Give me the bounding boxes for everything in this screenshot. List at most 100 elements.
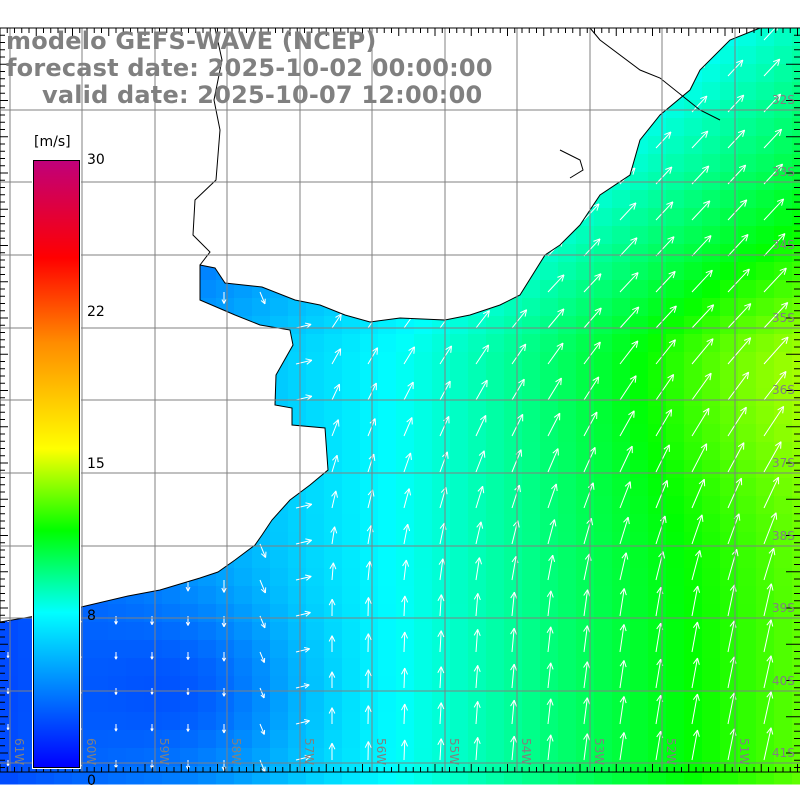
wind-cell — [774, 136, 793, 155]
wind-cell — [792, 136, 800, 155]
wind-cell — [720, 388, 739, 407]
wind-cell — [108, 694, 127, 713]
wind-cell — [558, 406, 577, 425]
wind-cell — [108, 622, 127, 641]
wind-cell — [594, 730, 613, 749]
wind-arrow — [763, 336, 789, 365]
wind-arrow — [727, 406, 747, 437]
wind-cell — [684, 244, 703, 263]
wind-cell — [450, 586, 469, 605]
colorbar-label-8: 8 — [87, 608, 96, 624]
wind-cell — [612, 406, 631, 425]
wind-cell — [540, 478, 559, 497]
wind-cell — [288, 406, 307, 425]
wind-cell — [540, 694, 559, 713]
wind-cell — [90, 730, 109, 749]
wind-cell — [360, 550, 379, 569]
wind-cell — [486, 694, 505, 713]
wind-cell — [540, 352, 559, 371]
wind-arrow — [295, 754, 311, 761]
wind-arrow — [401, 667, 409, 689]
wind-cell — [270, 712, 289, 731]
wind-cell — [522, 550, 541, 569]
wind-cell — [576, 334, 595, 353]
wind-cell — [558, 658, 577, 677]
wind-cell — [504, 568, 523, 587]
wind-cell — [198, 766, 217, 785]
lon-label: 51W — [737, 738, 751, 766]
wind-cell — [414, 712, 433, 731]
wind-arrow — [364, 669, 372, 689]
wind-arrow — [763, 476, 780, 509]
wind-arrow — [691, 514, 704, 545]
wind-cell — [558, 244, 577, 263]
wind-cell — [666, 604, 685, 623]
wind-cell — [126, 766, 145, 785]
wind-cell — [684, 766, 703, 785]
wind-cell — [756, 550, 775, 569]
wind-cell — [270, 766, 289, 785]
colorbar — [33, 160, 80, 768]
wind-cell — [414, 316, 433, 335]
wind-cell — [774, 730, 793, 749]
wind-cell — [666, 640, 685, 659]
wind-arrow — [150, 724, 154, 732]
wind-cell — [630, 748, 649, 767]
wind-arrow — [473, 701, 481, 725]
wind-cell — [630, 424, 649, 443]
wind-cell — [270, 532, 289, 551]
wind-cell — [540, 766, 559, 785]
wind-arrow — [328, 598, 336, 617]
wind-cell — [90, 622, 109, 641]
wind-cell — [288, 514, 307, 533]
wind-arrow — [763, 128, 783, 149]
wind-cell — [702, 766, 721, 785]
wind-cell — [180, 586, 199, 605]
wind-cell — [216, 676, 235, 695]
wind-cell — [432, 712, 451, 731]
wind-cell — [288, 532, 307, 551]
wind-cell — [522, 730, 541, 749]
wind-cell — [666, 208, 685, 227]
wind-cell — [738, 478, 757, 497]
wind-arrow — [619, 410, 635, 437]
wind-cell — [162, 676, 181, 695]
wind-cell — [594, 604, 613, 623]
wind-cell — [666, 550, 685, 569]
wind-cell — [684, 154, 703, 173]
wind-cell — [198, 622, 217, 641]
wind-cell — [738, 280, 757, 299]
wind-cell — [594, 316, 613, 335]
wind-cell — [612, 280, 631, 299]
title-valid-date: valid date: 2025-10-07 12:00:00 — [42, 81, 483, 109]
wind-cell — [306, 712, 325, 731]
wind-cell — [504, 514, 523, 533]
wind-cell — [216, 280, 235, 299]
wind-cell — [720, 64, 739, 83]
wind-arrow — [547, 377, 562, 401]
wind-cell — [216, 712, 235, 731]
wind-cell — [270, 514, 289, 533]
wind-cell — [720, 406, 739, 425]
wind-cell — [594, 658, 613, 677]
wind-cell — [702, 550, 721, 569]
wind-cell — [522, 586, 541, 605]
wind-cell — [792, 370, 800, 389]
wind-arrow — [619, 306, 640, 329]
wind-cell — [702, 244, 721, 263]
frame-ticks — [0, 27, 800, 772]
wind-cell — [396, 442, 415, 461]
wind-cell — [432, 604, 451, 623]
wind-cell — [612, 262, 631, 281]
wind-cell — [288, 658, 307, 677]
wind-arrow — [763, 370, 787, 401]
wind-arrow — [583, 307, 602, 329]
wind-cell — [792, 568, 800, 587]
wind-cell — [630, 280, 649, 299]
wind-cell — [504, 658, 523, 677]
wind-arrow — [655, 444, 670, 473]
wind-cell — [522, 406, 541, 425]
wind-cell — [594, 370, 613, 389]
wind-cell — [162, 694, 181, 713]
